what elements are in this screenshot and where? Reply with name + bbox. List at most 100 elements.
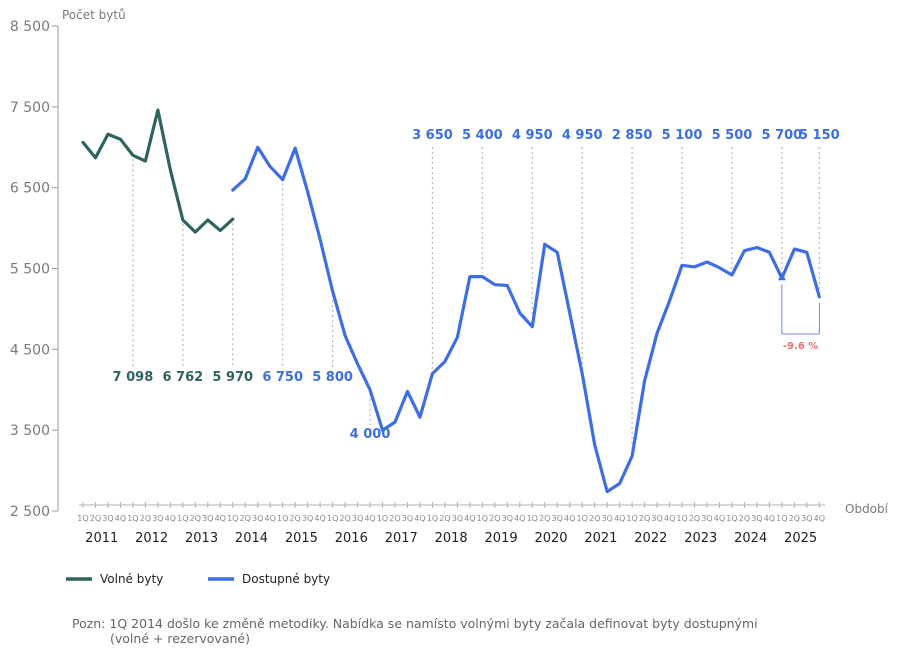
year-label: 2012 [135, 531, 168, 546]
quarter-label: 3Q [552, 514, 563, 523]
annotation-label: 6 750 [262, 370, 303, 385]
quarter-label: 2Q [789, 514, 800, 523]
quarter-label: 2Q [439, 514, 450, 523]
quarter-label: 2Q [489, 514, 500, 523]
year-label: 2015 [285, 531, 318, 546]
y-tick-label: 6 500 [10, 181, 50, 197]
change-label: -9.6 % [783, 341, 818, 352]
quarter-label: 4Q [115, 514, 126, 523]
change-arrow [777, 273, 786, 281]
quarter-label: 4Q [165, 514, 176, 523]
annotation-label: 5 100 [662, 128, 703, 143]
methodology-note: Pozn: 1Q 2014 došlo ke změně metodiky. N… [72, 616, 832, 646]
annotation-labels: 7 098 6 762 5 970 6 750 5 800 4 000 3 650 5 400… [113, 128, 840, 442]
quarter-label: 4Q [764, 514, 775, 523]
quarter-label: 3Q [352, 514, 363, 523]
year-label: 2014 [235, 531, 268, 546]
quarter-label: 1Q [227, 514, 238, 523]
quarter-label: 3Q [402, 514, 413, 523]
quarter-label: 1Q [477, 514, 488, 523]
quarter-label: 3Q [102, 514, 113, 523]
year-label: 2019 [485, 531, 518, 546]
quarter-label: 2Q [140, 514, 151, 523]
quarter-label: 3Q [601, 514, 612, 523]
series-line [81, 108, 235, 234]
quarter-label: 3Q [751, 514, 762, 523]
quarter-label: 1Q [77, 514, 88, 523]
y-tick-label: 4 500 [10, 342, 50, 358]
note-line-1: Pozn: 1Q 2014 došlo ke změně metodiky. N… [72, 616, 758, 631]
quarter-label: 4Q [215, 514, 226, 523]
quarter-label: 2Q [90, 514, 101, 523]
legend: Volné byty Dostupné byty [66, 572, 330, 586]
quarter-label: 4Q [265, 514, 276, 523]
legend-label: Volné byty [100, 572, 163, 586]
year-label: 2020 [534, 531, 567, 546]
x-axis-title: Období [845, 502, 889, 516]
annotation-label: 4 950 [512, 128, 553, 143]
annotation-guides [132, 147, 820, 453]
quarter-label: 4Q [464, 514, 475, 523]
quarter-label: 1Q [676, 514, 687, 523]
quarter-label: 1Q [427, 514, 438, 523]
legend-label: Dostupné byty [242, 572, 330, 586]
annotation-label: 7 098 [113, 370, 154, 385]
note-line-2: (volné + rezervované) [110, 631, 250, 646]
quarter-label: 2Q [639, 514, 650, 523]
quarter-label: 1Q [776, 514, 787, 523]
quarter-label: 2Q [689, 514, 700, 523]
annotation-label: 4 000 [350, 427, 391, 442]
quarter-label: 3Q [651, 514, 662, 523]
quarter-label: 4Q [564, 514, 575, 523]
annotation-label: 5 700 [762, 128, 803, 143]
year-label: 2011 [85, 531, 118, 546]
quarter-label: 2Q [289, 514, 300, 523]
annotation-label: 5 970 [212, 370, 253, 385]
quarter-label: 2Q [739, 514, 750, 523]
quarter-label: 1Q [626, 514, 637, 523]
series-line [231, 145, 821, 494]
year-label: 2024 [734, 531, 767, 546]
year-label: 2017 [385, 531, 418, 546]
quarter-label: 1Q [177, 514, 188, 523]
line-chart: 2 500 3 500 4 500 5 500 6 500 7 500 8 500 Počet… [10, 8, 889, 586]
year-label: 2018 [435, 531, 468, 546]
axes: 2 500 3 500 4 500 5 500 6 500 7 500 8 500 Počet… [10, 8, 889, 546]
quarter-label: 1Q [127, 514, 138, 523]
quarter-label: 2Q [589, 514, 600, 523]
quarter-label: 3Q [202, 514, 213, 523]
quarter-label: 4Q [314, 514, 325, 523]
quarter-label: 4Q [714, 514, 725, 523]
quarter-label: 4Q [514, 514, 525, 523]
annotation-label: 5 400 [462, 128, 503, 143]
quarter-label: 1Q [527, 514, 538, 523]
y-tick-label: 8 500 [10, 19, 50, 35]
quarter-label: 1Q [277, 514, 288, 523]
y-tick-label: 5 500 [10, 262, 50, 278]
quarter-label: 3Q [452, 514, 463, 523]
quarter-label: 2Q [339, 514, 350, 523]
y-axis-title: Počet bytů [62, 8, 126, 22]
quarter-label: 4Q [414, 514, 425, 523]
annotation-label: 3 650 [412, 128, 453, 143]
quarter-label: 3Q [152, 514, 163, 523]
quarter-label: 2Q [539, 514, 550, 523]
quarter-label: 4Q [664, 514, 675, 523]
quarter-label: 4Q [364, 514, 375, 523]
quarter-label: 1Q [726, 514, 737, 523]
annotation-label: 5 500 [712, 128, 753, 143]
quarter-label: 4Q [814, 514, 825, 523]
quarter-label: 3Q [252, 514, 263, 523]
quarter-label: 4Q [614, 514, 625, 523]
year-label: 2025 [784, 531, 817, 546]
quarter-label: 3Q [302, 514, 313, 523]
year-label: 2022 [634, 531, 667, 546]
quarter-label: 1Q [327, 514, 338, 523]
y-tick-label: 3 500 [10, 423, 50, 439]
quarter-label: 3Q [701, 514, 712, 523]
annotation-label: 5 800 [312, 370, 353, 385]
year-label: 2023 [684, 531, 717, 546]
quarter-label: 3Q [502, 514, 513, 523]
quarter-label: 1Q [377, 514, 388, 523]
